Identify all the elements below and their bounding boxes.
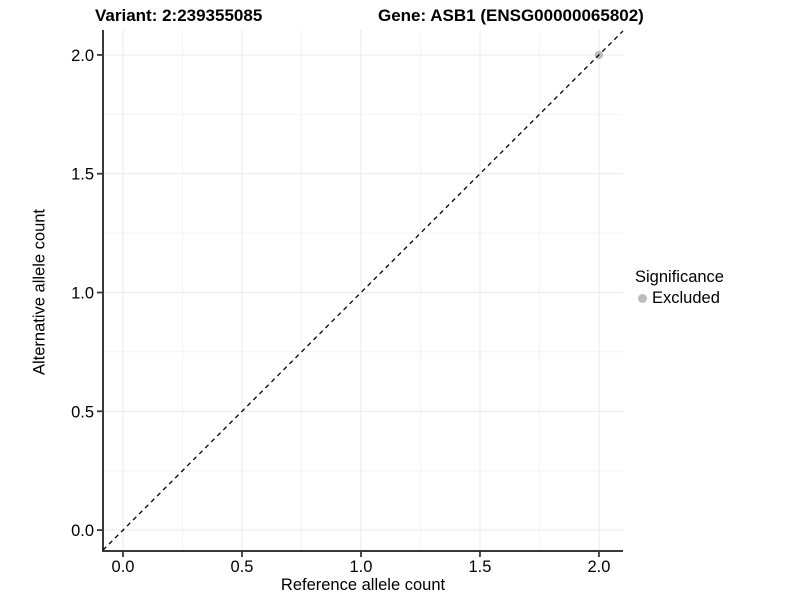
tick-marks — [97, 54, 600, 557]
identity-line — [102, 30, 624, 551]
plot-title-variant: Variant: 2:239355085 — [95, 6, 263, 25]
y-tick-label: 0.5 — [71, 403, 94, 421]
minor-gridlines — [103, 30, 623, 551]
legend-title: Significance — [635, 268, 724, 286]
x-tick-label: 1.0 — [350, 558, 373, 576]
y-tick-label: 2.0 — [71, 47, 94, 65]
y-tick-label: 1.0 — [71, 285, 94, 303]
legend-item-label: Excluded — [652, 289, 720, 307]
y-tick-label: 1.5 — [71, 166, 94, 184]
x-tick-label: 1.5 — [469, 558, 492, 576]
y-axis-label: Alternative allele count — [30, 208, 49, 376]
tick-labels: 0.0 0.5 1.0 1.5 2.0 0.0 0.5 1.0 1.5 2.0 — [71, 47, 610, 576]
axis-lines — [102, 30, 623, 552]
x-tick-label: 2.0 — [587, 558, 610, 576]
major-gridlines — [103, 30, 623, 551]
x-axis-label: Reference allele count — [280, 576, 446, 594]
legend-item-excluded: Excluded — [638, 288, 724, 309]
x-tick-label: 0.0 — [112, 558, 135, 576]
x-tick-label: 0.5 — [231, 558, 254, 576]
y-tick-label: 0.0 — [71, 522, 94, 540]
legend-point-icon — [638, 294, 647, 303]
plot-title-gene: Gene: ASB1 (ENSG00000065802) — [378, 6, 644, 25]
legend: Significance Excluded — [635, 267, 724, 309]
